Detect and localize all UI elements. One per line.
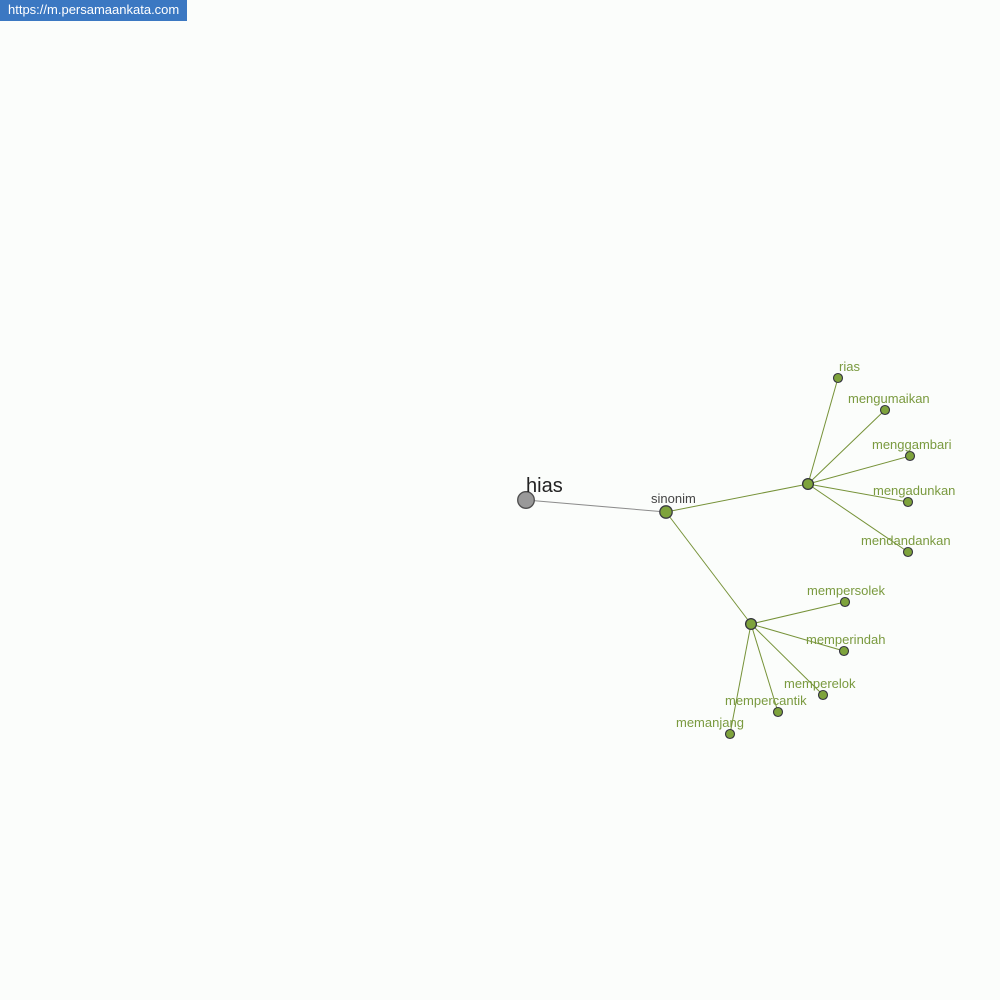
svg-text:memanjang: memanjang xyxy=(676,715,744,730)
svg-text:mendandankan: mendandankan xyxy=(861,533,951,548)
svg-text:mempersolek: mempersolek xyxy=(807,583,886,598)
svg-text:rias: rias xyxy=(839,359,860,374)
svg-text:hias: hias xyxy=(526,475,563,497)
svg-text:memperindah: memperindah xyxy=(806,632,886,647)
svg-text:menggambari: menggambari xyxy=(872,437,952,452)
svg-text:mengumaikan: mengumaikan xyxy=(848,391,930,406)
svg-text:memperelok: memperelok xyxy=(784,676,856,691)
svg-text:sinonim: sinonim xyxy=(651,491,696,506)
svg-text:mempercantik: mempercantik xyxy=(725,693,807,708)
svg-text:mengadunkan: mengadunkan xyxy=(873,483,955,498)
